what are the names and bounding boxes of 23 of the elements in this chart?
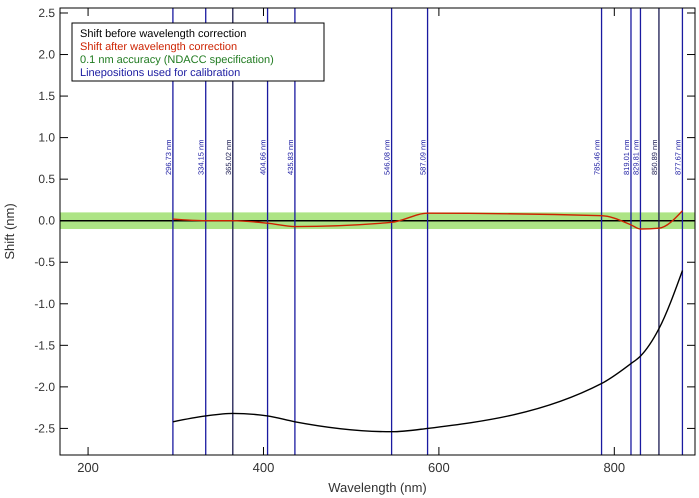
y-tick-label: 1.5 xyxy=(38,89,56,104)
y-tick-label: 1.0 xyxy=(38,130,56,145)
y-tick-label: -2.5 xyxy=(34,421,56,436)
y-axis-title: Shift (nm) xyxy=(2,203,17,260)
y-tick-label: 0.5 xyxy=(38,172,56,186)
y-tick-label: 2.5 xyxy=(38,6,56,20)
x-tick-label: 200 xyxy=(77,460,99,475)
y-tick-label: -1.5 xyxy=(34,338,56,352)
x-tick-label: 800 xyxy=(603,460,626,475)
y-tick-label: 0.0 xyxy=(38,214,56,228)
legend-label: Shift before wavelength correction xyxy=(80,28,246,40)
x-tick-label: 400 xyxy=(252,460,274,475)
x-axis-title: Wavelength (nm) xyxy=(328,480,427,495)
annotation: Linepositions used for calibration xyxy=(80,67,240,79)
line-series xyxy=(172,210,684,230)
y-tick-label: -0.5 xyxy=(34,255,56,270)
y-tick-label: -1.0 xyxy=(34,296,56,311)
legend: Shift before wavelength correction Shift after wavelength correction 0.1 nm accuracy (NDACC specification) Linepositions used for calibration xyxy=(72,22,324,82)
line-series xyxy=(172,270,684,432)
annotation: 0.1 nm accuracy (NDACC specification) xyxy=(80,54,274,66)
y-tick-label: -2.0 xyxy=(34,380,56,394)
y-tick-label: 2.0 xyxy=(38,48,56,62)
x-tick-label: 600 xyxy=(428,460,450,475)
